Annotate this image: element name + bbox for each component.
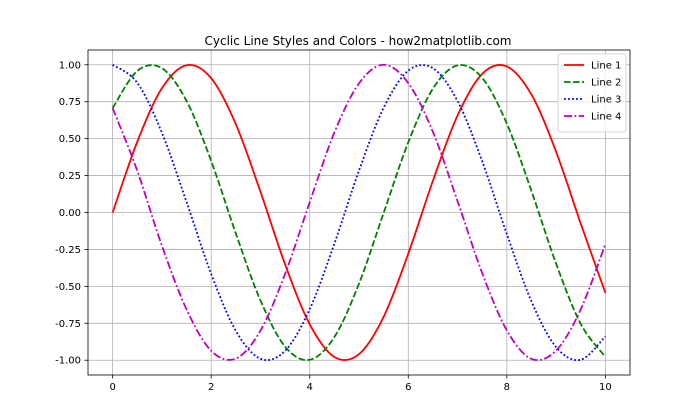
x-tick-label: 8 (504, 382, 510, 393)
legend: Line 1 Line 2 Line 3 Line 4 (557, 53, 627, 133)
x-tick-label: 4 (307, 382, 313, 393)
y-tick-label: 0.50 (59, 134, 81, 145)
axes-ticks: 0 2 4 6 8 10 1.00 0.75 0.50 0.25 0.00 -0.25 -0.50 -0.… (55, 60, 612, 393)
legend-label: Line 3 (591, 95, 621, 106)
legend-label: Line 4 (591, 112, 621, 123)
x-tick-label: 10 (599, 382, 612, 393)
legend-label: Line 2 (591, 78, 621, 89)
y-tick-label: 0.25 (59, 171, 81, 182)
series-line-2 (111, 64, 607, 361)
series-lines (111, 63, 607, 362)
x-tick-label: 6 (405, 382, 411, 393)
x-tick-label: 0 (109, 382, 115, 393)
y-tick-label: 0.75 (59, 97, 81, 108)
y-tick-label: 0.00 (59, 208, 81, 219)
series-line-3 (112, 64, 607, 362)
x-tick-label: 2 (208, 382, 214, 393)
legend-box (557, 53, 627, 133)
series-line-4 (111, 63, 607, 362)
y-tick-label: 1.00 (59, 60, 81, 71)
series-line-1 (111, 63, 607, 361)
legend-label: Line 1 (591, 61, 621, 72)
y-tick-label: -1.00 (55, 356, 81, 367)
y-tick-label: -0.50 (55, 282, 81, 293)
y-tick-label: -0.75 (55, 319, 81, 330)
y-tick-label: -0.25 (55, 245, 81, 256)
chart-title: Cyclic Line Styles and Colors - how2matp… (205, 34, 512, 48)
